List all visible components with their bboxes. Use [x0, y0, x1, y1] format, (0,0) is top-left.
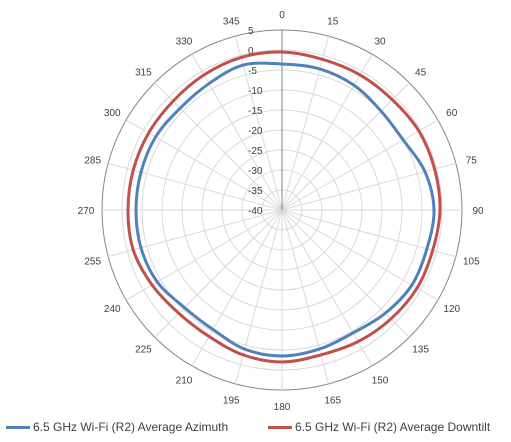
angle-tick-label: 270	[78, 206, 95, 217]
radial-tick-label: -25	[248, 146, 263, 157]
angle-tick-label: 0	[279, 10, 285, 21]
angle-tick-label: 255	[84, 257, 101, 268]
angle-tick-label: 300	[104, 108, 121, 119]
radial-tick-label: -30	[248, 166, 263, 177]
grid-spoke	[282, 36, 329, 210]
angle-tick-label: 330	[176, 36, 193, 47]
radial-tick-label: -40	[248, 206, 263, 217]
angle-tick-label: 120	[443, 304, 460, 315]
angle-tick-label: 150	[372, 376, 389, 387]
radial-tick-label: -5	[248, 66, 257, 77]
angle-tick-label: 60	[446, 108, 458, 119]
angle-tick-label: 225	[135, 345, 152, 356]
angle-tick-label: 345	[223, 17, 240, 28]
angle-tick-label: 75	[466, 155, 478, 166]
legend: 6.5 GHz Wi-Fi (R2) Average Azimuth 6.5 G…	[0, 420, 511, 440]
radial-tick-label: -15	[248, 106, 263, 117]
legend-swatch-downtilt	[268, 426, 292, 429]
grid-spoke	[155, 210, 282, 337]
legend-label-azimuth: 6.5 GHz Wi-Fi (R2) Average Azimuth	[33, 420, 228, 434]
polar-chart: 50-5-10-15-20-25-30-35-40 01530456075901…	[0, 0, 511, 420]
legend-label-downtilt: 6.5 GHz Wi-Fi (R2) Average Downtilt	[295, 420, 490, 434]
angle-tick-label: 135	[412, 345, 429, 356]
angle-tick-label: 180	[274, 402, 291, 413]
angle-tick-label: 90	[472, 206, 484, 217]
polar-grid	[102, 30, 462, 390]
angle-tick-label: 165	[324, 395, 341, 406]
angle-tick-label: 195	[223, 395, 240, 406]
grid-spoke	[235, 210, 282, 384]
radial-tick-label: -20	[248, 126, 263, 137]
legend-swatch-azimuth	[6, 426, 30, 429]
radial-tick-label: -35	[248, 186, 263, 197]
angle-tick-label: 210	[176, 376, 193, 387]
legend-item-downtilt: 6.5 GHz Wi-Fi (R2) Average Downtilt	[268, 420, 490, 434]
angle-tick-label: 15	[327, 17, 339, 28]
angle-tick-label: 30	[374, 36, 386, 47]
legend-item-azimuth: 6.5 GHz Wi-Fi (R2) Average Azimuth	[6, 420, 228, 434]
angle-tick-label: 285	[84, 155, 101, 166]
angle-tick-label: 105	[463, 257, 480, 268]
radial-tick-label: 5	[248, 26, 254, 37]
grid-spoke	[282, 83, 409, 210]
angle-tick-label: 240	[104, 304, 121, 315]
angle-tick-label: 315	[135, 67, 152, 78]
radial-tick-label: -10	[248, 86, 263, 97]
angle-tick-label: 45	[415, 67, 427, 78]
